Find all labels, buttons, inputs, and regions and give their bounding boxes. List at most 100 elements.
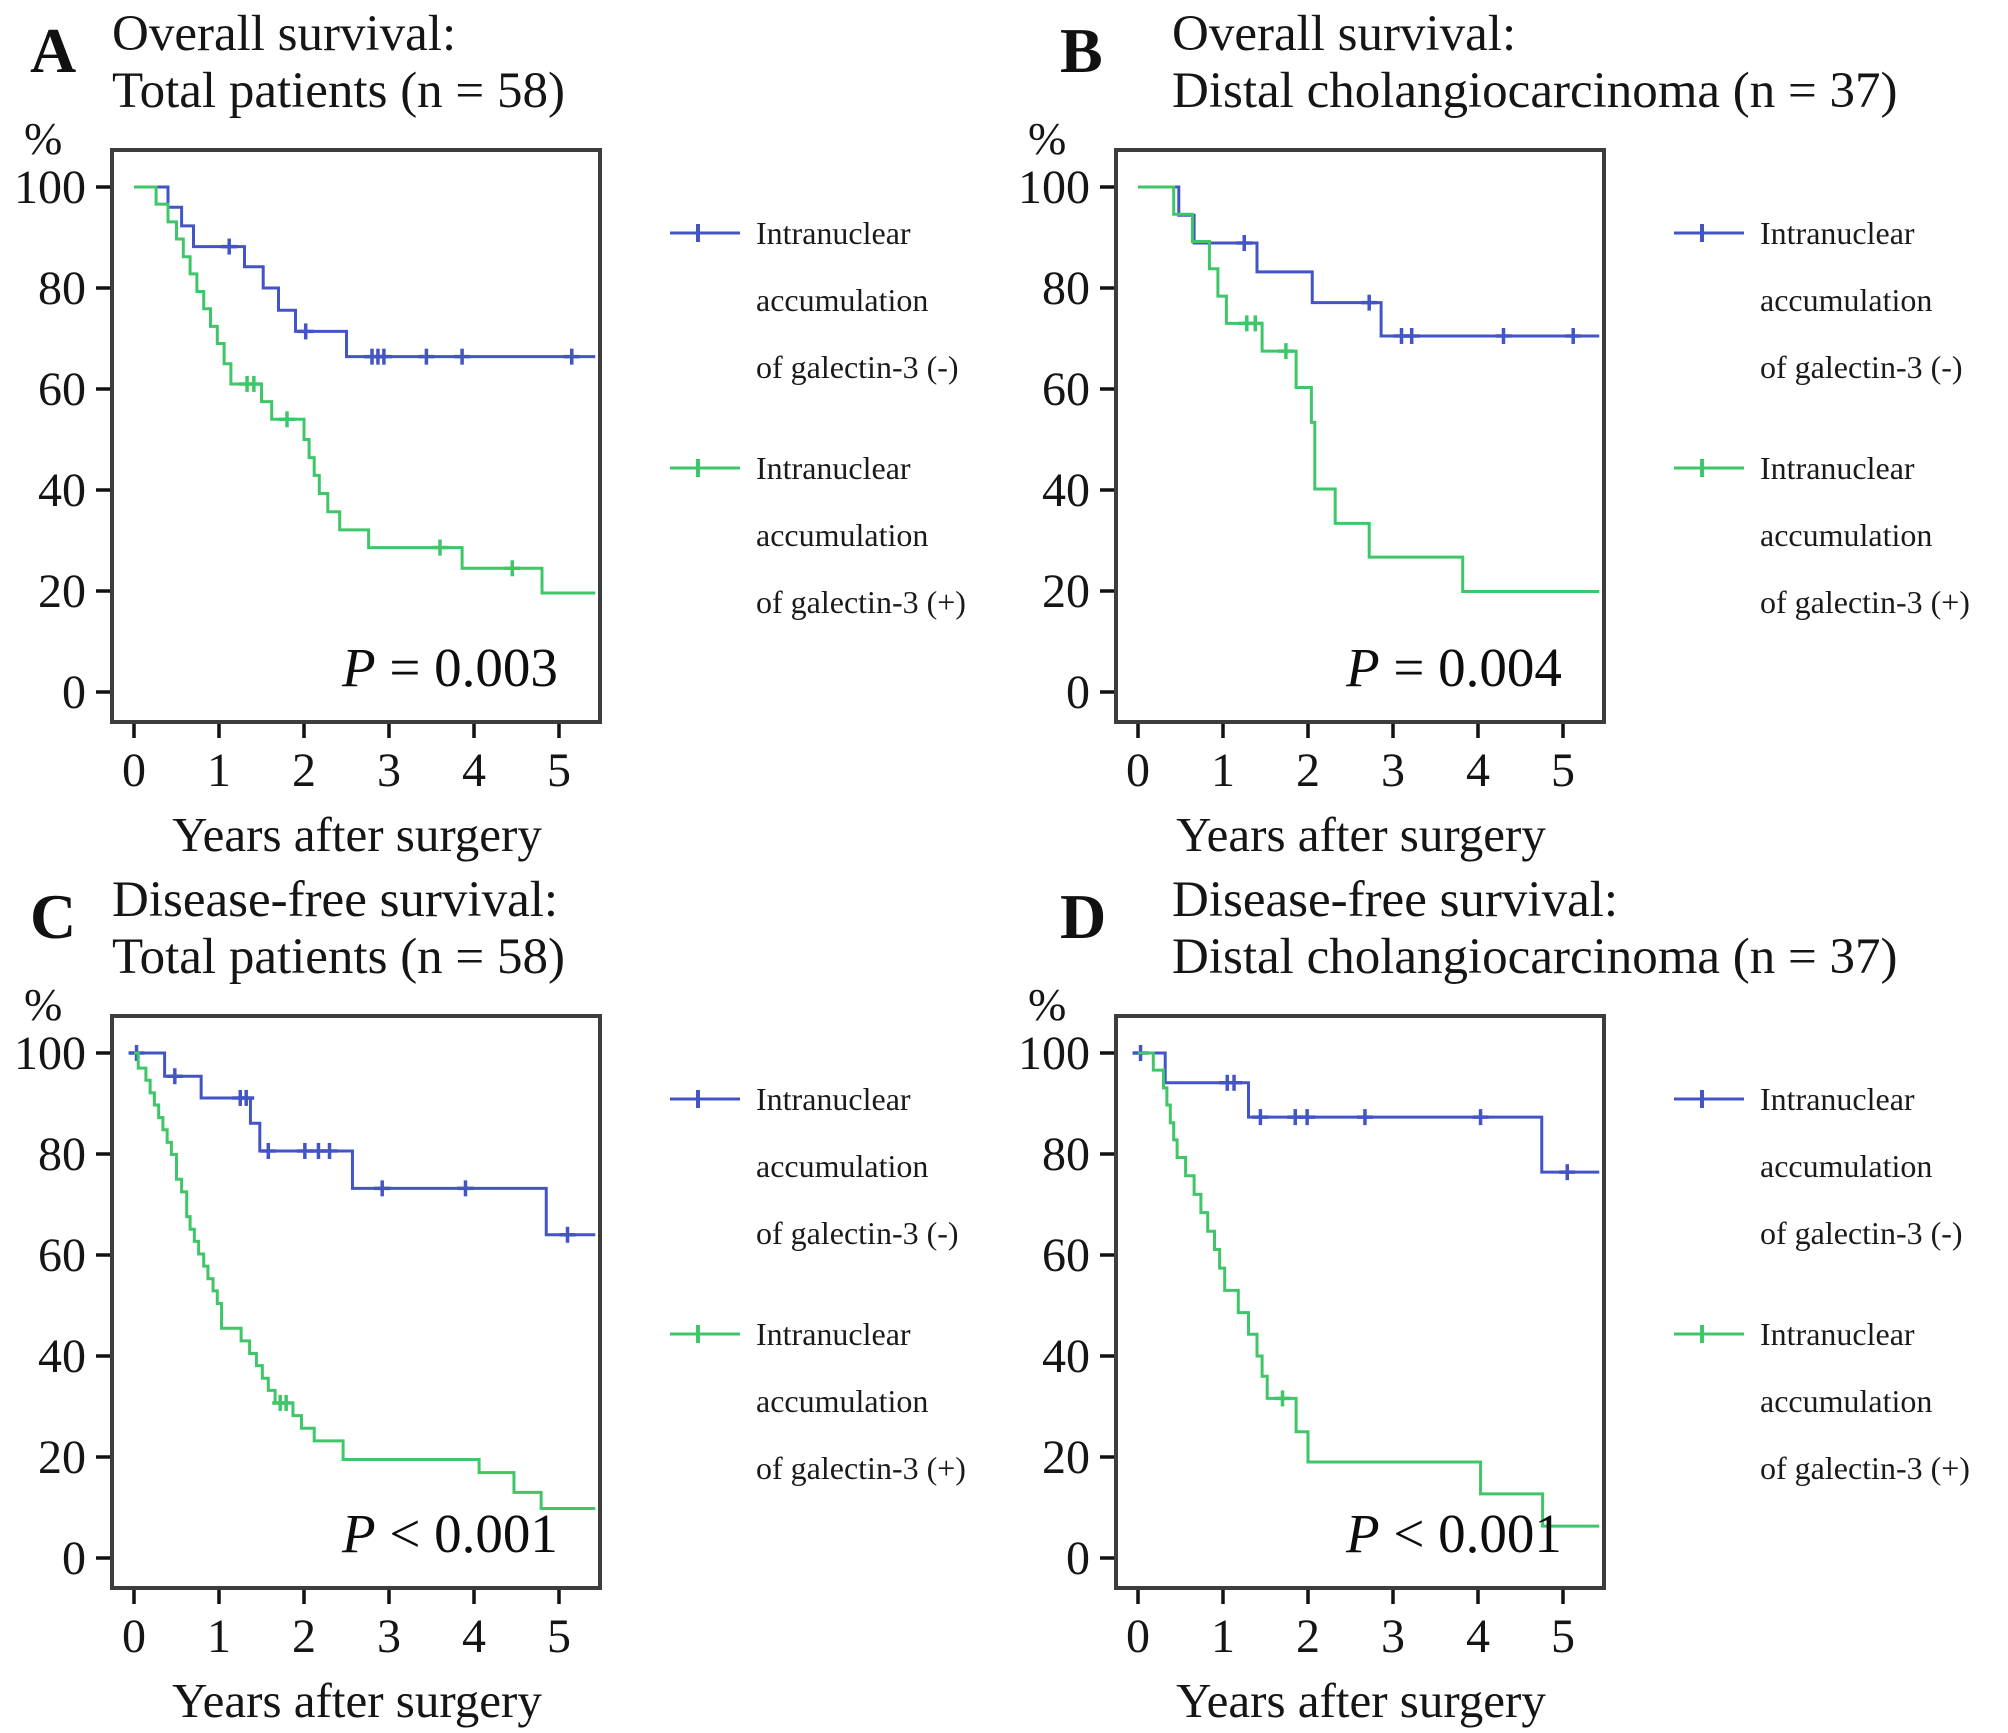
x-axis-label: Years after surgery bbox=[1176, 1673, 1546, 1728]
panel-a: A Overall survival: Total patients (n = … bbox=[0, 0, 1004, 866]
y-tick-label: 100 bbox=[14, 1027, 86, 1080]
y-tick-label: 100 bbox=[14, 161, 86, 214]
y-tick-label: 0 bbox=[1066, 1532, 1090, 1585]
p-value: P < 0.001 bbox=[290, 1502, 610, 1565]
km-plot: 0 20 40 60 80 100 0 1 2 3 4 5 bbox=[14, 1014, 602, 1663]
x-tick-label: 5 bbox=[547, 744, 571, 797]
y-tick-label: 20 bbox=[38, 565, 86, 618]
x-tick-label: 4 bbox=[462, 744, 486, 797]
plot-border bbox=[110, 1014, 602, 1590]
panel-title-line2: Total patients (n = 58) bbox=[112, 63, 565, 119]
panel-title-line2: Distal cholangiocarcinoma (n = 37) bbox=[1172, 63, 1898, 119]
p-rest: = 0.004 bbox=[1379, 637, 1562, 698]
x-tick-label: 4 bbox=[462, 1610, 486, 1663]
x-axis-label: Years after surgery bbox=[172, 1673, 542, 1728]
x-tick-label: 1 bbox=[1211, 744, 1235, 797]
panel-title-line1: Disease-free survival: bbox=[112, 872, 559, 928]
x-tick-label: 5 bbox=[1551, 744, 1575, 797]
x-axis-label: Years after surgery bbox=[1176, 807, 1546, 862]
x-tick-label: 0 bbox=[1126, 744, 1150, 797]
panel-title-line1: Overall survival: bbox=[1172, 6, 1517, 62]
y-tick-label: 80 bbox=[1042, 1128, 1090, 1181]
x-tick-label: 2 bbox=[1296, 1610, 1320, 1663]
x-tick-label: 5 bbox=[547, 1610, 571, 1663]
survival-curve-positive bbox=[1138, 1051, 1600, 1528]
km-plot: 0 20 40 60 80 100 0 1 2 3 4 5 bbox=[1018, 148, 1606, 797]
p-rest: < 0.001 bbox=[375, 1503, 558, 1564]
survival-curve-negative bbox=[1138, 185, 1600, 338]
p-symbol: P bbox=[1346, 1503, 1380, 1564]
panel-c: C Disease-free survival: Total patients … bbox=[0, 866, 1004, 1732]
y-axis-unit: % bbox=[1028, 979, 1067, 1030]
y-tick-label: 20 bbox=[1042, 565, 1090, 618]
y-tick-label: 60 bbox=[1042, 363, 1090, 416]
y-tick-label: 0 bbox=[62, 1532, 86, 1585]
p-symbol: P bbox=[342, 637, 376, 698]
survival-curve-negative bbox=[134, 185, 596, 359]
x-tick-label: 3 bbox=[1381, 1610, 1405, 1663]
y-tick-label: 40 bbox=[38, 464, 86, 517]
x-tick-label: 0 bbox=[1126, 1610, 1150, 1663]
panel-title: Overall survival: Distal cholangiocarcin… bbox=[1172, 6, 1898, 120]
p-rest: < 0.001 bbox=[1379, 1503, 1562, 1564]
x-tick-label: 2 bbox=[292, 1610, 316, 1663]
panel-b: B Overall survival: Distal cholangiocarc… bbox=[1004, 0, 2008, 866]
x-tick-label: 1 bbox=[207, 744, 231, 797]
y-tick-label: 40 bbox=[1042, 464, 1090, 517]
x-tick-label: 0 bbox=[122, 1610, 146, 1663]
y-tick-label: 40 bbox=[1042, 1330, 1090, 1383]
p-value: P < 0.001 bbox=[1294, 1502, 1614, 1565]
panel-label: D bbox=[1060, 881, 1107, 952]
y-tick-label: 0 bbox=[1066, 666, 1090, 719]
panel-title-line1: Overall survival: bbox=[112, 6, 457, 62]
x-tick-label: 2 bbox=[292, 744, 316, 797]
x-tick-label: 1 bbox=[207, 1610, 231, 1663]
panel-label: B bbox=[1060, 15, 1103, 86]
y-axis-unit: % bbox=[24, 113, 63, 164]
x-tick-label: 2 bbox=[1296, 744, 1320, 797]
p-symbol: P bbox=[342, 1503, 376, 1564]
survival-curve-negative bbox=[134, 1051, 596, 1237]
x-tick-label: 3 bbox=[1381, 744, 1405, 797]
x-tick-label: 4 bbox=[1466, 744, 1490, 797]
x-axis-label: Years after surgery bbox=[172, 807, 542, 862]
x-tick-label: 3 bbox=[377, 744, 401, 797]
survival-curve-negative bbox=[1138, 1051, 1600, 1174]
panel-title: Disease-free survival: Total patients (n… bbox=[112, 872, 565, 986]
panel-title: Disease-free survival: Distal cholangioc… bbox=[1172, 872, 1898, 986]
panel-label: C bbox=[30, 881, 77, 952]
x-tick-label: 1 bbox=[1211, 1610, 1235, 1663]
y-tick-label: 60 bbox=[1042, 1229, 1090, 1282]
y-tick-label: 80 bbox=[1042, 262, 1090, 315]
y-tick-label: 60 bbox=[38, 1229, 86, 1282]
y-tick-label: 100 bbox=[1018, 161, 1090, 214]
p-value: P = 0.004 bbox=[1294, 636, 1614, 699]
y-tick-label: 80 bbox=[38, 1128, 86, 1181]
p-rest: = 0.003 bbox=[375, 637, 558, 698]
plot-border bbox=[110, 148, 602, 724]
y-tick-label: 0 bbox=[62, 666, 86, 719]
y-tick-label: 20 bbox=[38, 1431, 86, 1484]
plot-border bbox=[1114, 148, 1606, 724]
panel-title-line2: Distal cholangiocarcinoma (n = 37) bbox=[1172, 929, 1898, 985]
y-tick-label: 80 bbox=[38, 262, 86, 315]
panel-title: Overall survival: Total patients (n = 58… bbox=[112, 6, 565, 120]
panel-title-line2: Total patients (n = 58) bbox=[112, 929, 565, 985]
x-tick-label: 4 bbox=[1466, 1610, 1490, 1663]
p-symbol: P bbox=[1346, 637, 1380, 698]
plot-border bbox=[1114, 1014, 1606, 1590]
y-tick-label: 40 bbox=[38, 1330, 86, 1383]
km-plot: 0 20 40 60 80 100 0 1 2 3 4 5 bbox=[1018, 1014, 1606, 1663]
km-plot: 0 20 40 60 80 100 0 1 2 3 4 5 bbox=[14, 148, 602, 797]
panel-label: A bbox=[30, 15, 77, 86]
survival-curve-positive bbox=[1138, 185, 1600, 594]
panel-title-line1: Disease-free survival: bbox=[1172, 872, 1619, 928]
panel-d: D Disease-free survival: Distal cholangi… bbox=[1004, 866, 2008, 1732]
y-axis-unit: % bbox=[1028, 113, 1067, 164]
y-tick-label: 20 bbox=[1042, 1431, 1090, 1484]
p-value: P = 0.003 bbox=[290, 636, 610, 699]
y-tick-label: 60 bbox=[38, 363, 86, 416]
y-axis-unit: % bbox=[24, 979, 63, 1030]
x-tick-label: 5 bbox=[1551, 1610, 1575, 1663]
